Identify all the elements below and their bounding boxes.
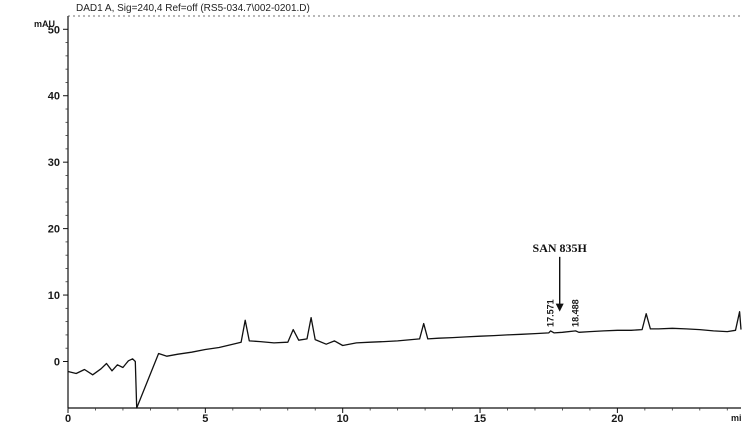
- plot-area: [67, 311, 742, 409]
- x-tick-label: 15: [474, 413, 486, 423]
- annotation-arrow-head: [555, 303, 564, 312]
- y-tick-label: 10: [48, 290, 60, 302]
- y-tick-label: 0: [54, 356, 60, 368]
- peak-retention-label: 18.488: [571, 299, 581, 327]
- x-tick-label: 5: [202, 413, 208, 423]
- peak-retention-label: 17.571: [546, 299, 556, 327]
- x-axis-unit: mi: [731, 413, 742, 423]
- y-tick-label: 40: [48, 91, 60, 103]
- peak-labels: 17.571 18.488: [546, 299, 581, 327]
- compound-annotation: SAN 835H: [533, 241, 588, 312]
- y-tick-label: 50: [48, 24, 60, 36]
- signal-header: DAD1 A, Sig=240,4 Ref=off (RS5-034.7\002…: [76, 3, 310, 14]
- x-tick-label: 0: [65, 413, 71, 423]
- axes: [67, 15, 741, 409]
- y-tick-label: 20: [48, 224, 60, 236]
- x-tick-label: 10: [337, 413, 349, 423]
- y-tick-label: 30: [48, 157, 60, 169]
- signal-trace: [67, 311, 742, 409]
- y-axis-unit: mAU: [34, 19, 55, 29]
- tick-marks: 0 10 20 30 40 50 0 5 10 15 20: [48, 24, 728, 423]
- x-tick-label: 20: [611, 413, 623, 423]
- annotation-label: SAN 835H: [533, 241, 588, 255]
